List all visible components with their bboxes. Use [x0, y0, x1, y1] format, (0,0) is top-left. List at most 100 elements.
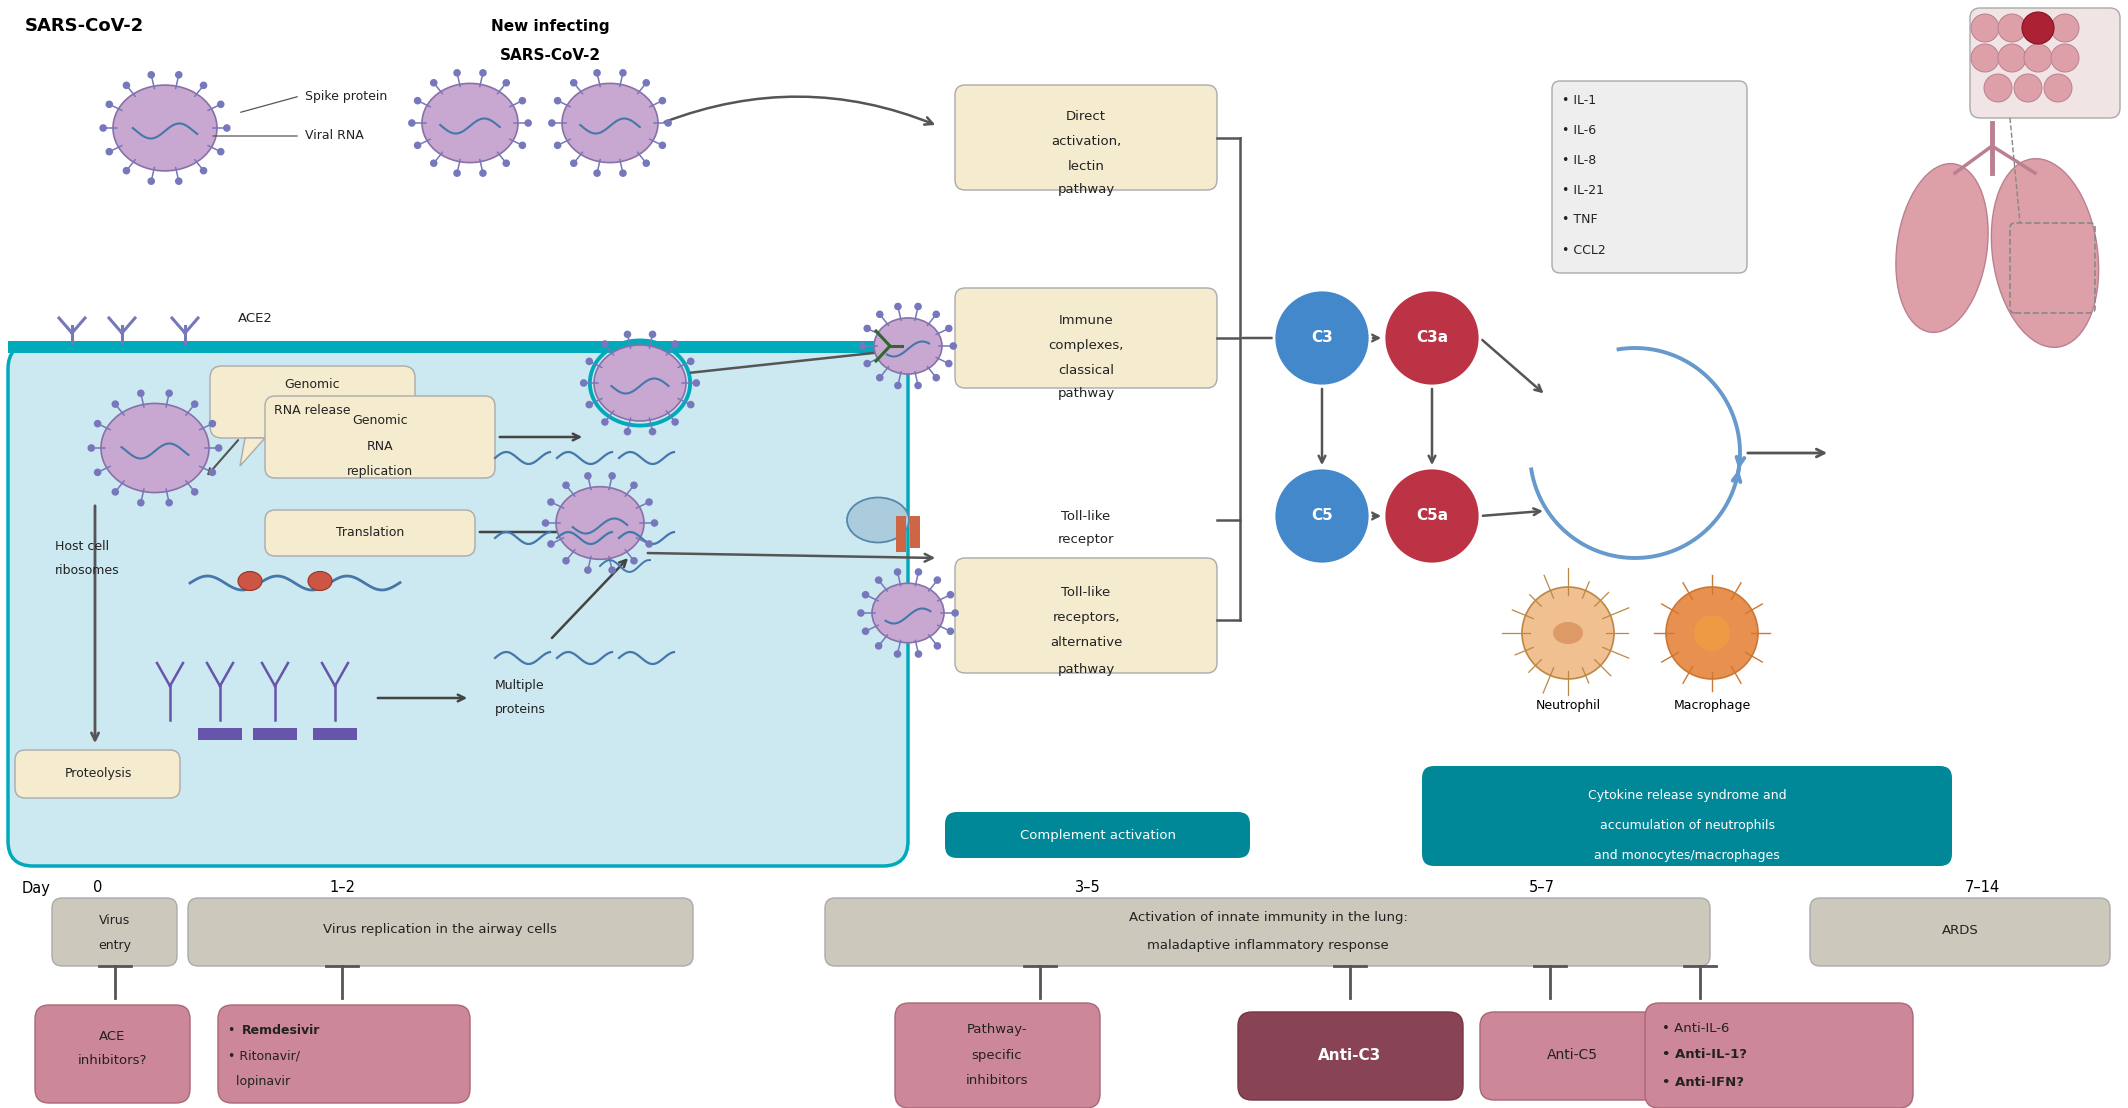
Circle shape: [585, 401, 594, 409]
Text: Toll-like: Toll-like: [1062, 510, 1111, 523]
Text: proteins: proteins: [494, 704, 545, 717]
Circle shape: [877, 373, 883, 381]
Circle shape: [166, 499, 172, 506]
Circle shape: [94, 469, 102, 476]
Circle shape: [547, 541, 555, 547]
Text: Direct: Direct: [1066, 110, 1107, 123]
Text: replication: replication: [347, 464, 413, 478]
Circle shape: [87, 444, 96, 452]
Ellipse shape: [594, 345, 685, 421]
Circle shape: [523, 120, 532, 126]
Text: C5a: C5a: [1415, 509, 1447, 523]
Circle shape: [645, 499, 653, 506]
Ellipse shape: [309, 572, 332, 591]
Text: ribosomes: ribosomes: [55, 564, 119, 576]
Circle shape: [1971, 14, 1998, 42]
Circle shape: [1983, 74, 2011, 102]
FancyBboxPatch shape: [1479, 1012, 1664, 1100]
Ellipse shape: [555, 486, 645, 560]
Circle shape: [547, 499, 555, 506]
FancyBboxPatch shape: [896, 1003, 1100, 1108]
Circle shape: [502, 79, 511, 86]
Circle shape: [949, 342, 958, 350]
Circle shape: [413, 96, 421, 104]
Circle shape: [453, 170, 462, 177]
Circle shape: [519, 96, 526, 104]
Ellipse shape: [1553, 622, 1583, 644]
Bar: [0, 0, 911, 353]
Text: 5–7: 5–7: [1530, 881, 1556, 895]
Text: • Ritonavir/: • Ritonavir/: [228, 1049, 300, 1063]
Circle shape: [453, 69, 462, 76]
Text: SARS-CoV-2: SARS-CoV-2: [26, 17, 145, 35]
Text: specific: specific: [972, 1048, 1021, 1061]
Bar: [911, 516, 919, 548]
Circle shape: [174, 71, 183, 79]
Circle shape: [223, 124, 230, 132]
Circle shape: [687, 401, 694, 409]
Bar: [9, 341, 909, 353]
Circle shape: [594, 69, 600, 76]
Text: Genomic: Genomic: [285, 379, 340, 391]
Text: Macrophage: Macrophage: [1673, 698, 1751, 711]
FancyBboxPatch shape: [51, 897, 177, 966]
Circle shape: [1383, 290, 1479, 386]
Text: Complement activation: Complement activation: [1019, 829, 1177, 841]
Text: •: •: [228, 1024, 238, 1036]
Circle shape: [106, 101, 113, 109]
Text: and monocytes/macrophages: and monocytes/macrophages: [1594, 850, 1779, 862]
Circle shape: [1998, 14, 2026, 42]
Text: receptors,: receptors,: [1051, 612, 1119, 625]
Circle shape: [630, 557, 638, 565]
Circle shape: [579, 379, 587, 387]
Circle shape: [1522, 587, 1613, 679]
Circle shape: [200, 167, 206, 174]
Circle shape: [2051, 44, 2079, 72]
Circle shape: [875, 576, 883, 584]
Text: ARDS: ARDS: [1941, 923, 1979, 936]
Circle shape: [862, 627, 870, 635]
Circle shape: [947, 591, 953, 598]
Circle shape: [1998, 44, 2026, 72]
Circle shape: [600, 340, 609, 348]
Circle shape: [932, 310, 941, 318]
FancyBboxPatch shape: [955, 85, 1217, 189]
Text: 3–5: 3–5: [1075, 881, 1100, 895]
Circle shape: [479, 69, 487, 76]
Ellipse shape: [875, 318, 943, 375]
Text: Immune: Immune: [1058, 314, 1113, 327]
Text: Neutrophil: Neutrophil: [1536, 698, 1600, 711]
Circle shape: [111, 489, 119, 495]
Circle shape: [624, 330, 632, 338]
Circle shape: [192, 489, 198, 495]
Circle shape: [2024, 14, 2051, 42]
Circle shape: [862, 591, 870, 598]
Circle shape: [111, 400, 119, 408]
Text: RNA release: RNA release: [275, 403, 351, 417]
Circle shape: [549, 120, 555, 126]
Circle shape: [215, 444, 223, 452]
Circle shape: [609, 566, 615, 574]
Text: pathway: pathway: [1058, 388, 1115, 400]
Circle shape: [583, 472, 592, 480]
Circle shape: [2022, 12, 2054, 44]
Circle shape: [915, 650, 921, 658]
Text: RNA: RNA: [366, 440, 394, 452]
Text: Virus replication in the airway cells: Virus replication in the airway cells: [323, 923, 558, 936]
Text: 1–2: 1–2: [330, 881, 355, 895]
Circle shape: [894, 568, 902, 576]
Ellipse shape: [847, 497, 909, 543]
Circle shape: [1666, 587, 1758, 679]
Circle shape: [430, 79, 438, 86]
Circle shape: [864, 325, 870, 332]
FancyBboxPatch shape: [217, 1005, 470, 1102]
FancyBboxPatch shape: [187, 897, 694, 966]
FancyBboxPatch shape: [34, 1005, 189, 1102]
Text: Remdesivir: Remdesivir: [243, 1024, 321, 1036]
Ellipse shape: [113, 85, 217, 171]
Text: pathway: pathway: [1058, 183, 1115, 195]
Circle shape: [864, 360, 870, 368]
Circle shape: [915, 568, 921, 576]
Circle shape: [583, 566, 592, 574]
FancyBboxPatch shape: [1238, 1012, 1464, 1100]
